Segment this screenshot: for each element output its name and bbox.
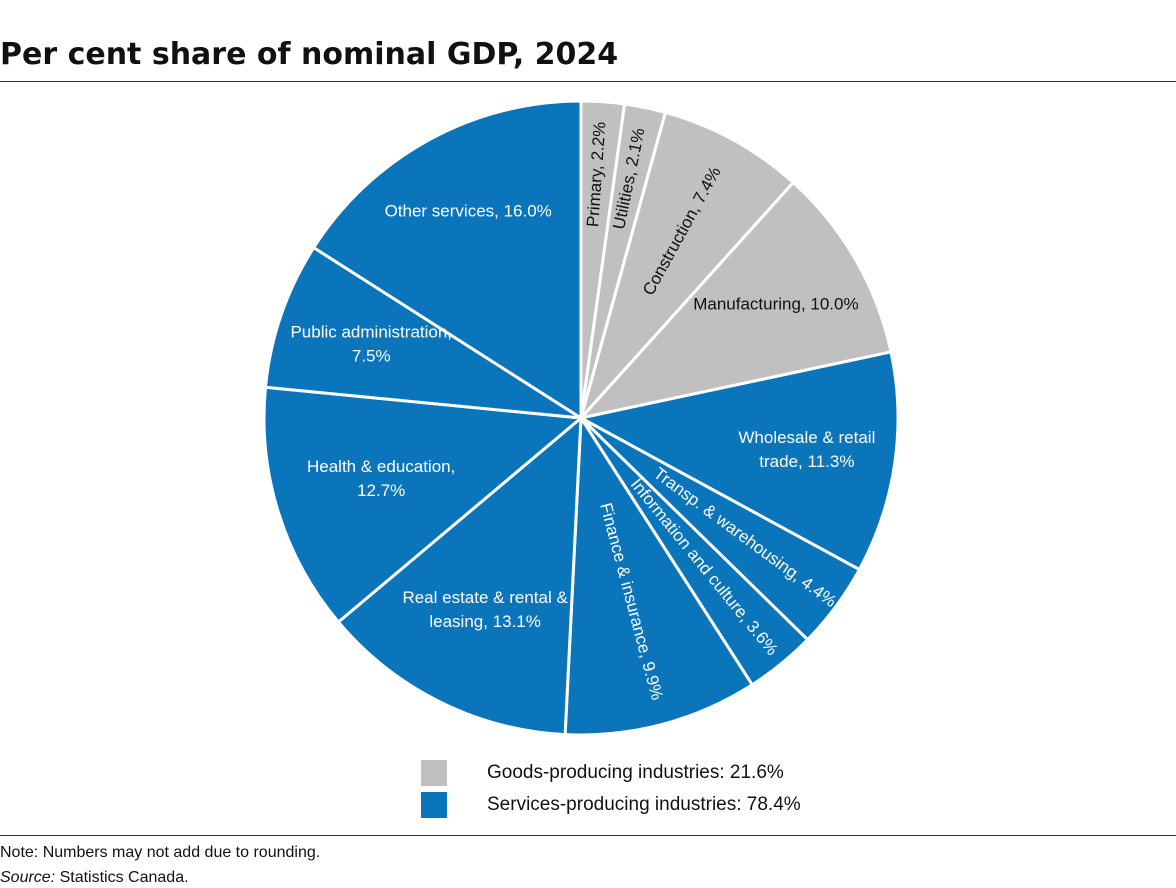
source-text: Statistics Canada.	[60, 869, 189, 886]
slice-label-line: leasing, 13.1%	[429, 613, 541, 632]
pie-slice	[263, 246, 583, 420]
slice-label-line: Real estate & rental &	[402, 589, 568, 608]
pie-slice	[262, 385, 583, 624]
slice-label-line: trade, 11.3%	[759, 452, 854, 471]
note: Note: Numbers may not add due to roundin…	[0, 844, 320, 861]
pie-slice	[336, 416, 583, 737]
legend-text: Goods-producing industries: 21.6%	[487, 762, 784, 783]
slices	[262, 99, 900, 737]
slice-label-line: Wholesale & retail	[738, 428, 875, 447]
source-label: Source:	[0, 869, 55, 886]
pie-slice	[579, 110, 795, 420]
slice-label-line: 7.5%	[352, 347, 391, 366]
pie-slice	[563, 416, 754, 737]
slice-label: Health & education, 12.7%	[307, 458, 455, 501]
slice-label-line: Manufacturing, 10.0%	[693, 295, 858, 314]
slice-label: Public administration, 7.5%	[290, 323, 452, 366]
pie-slice	[579, 350, 900, 572]
slice-label: Wholesale & retail trade, 11.3%	[738, 428, 875, 471]
legend-text: Services-producing industries: 78.4%	[487, 794, 801, 815]
legend-swatch	[421, 792, 447, 818]
source: Source: Statistics Canada.	[0, 869, 189, 886]
slice-label-line: Health & education,	[307, 458, 455, 477]
chart-title: Per cent share of nominal GDP, 2024	[0, 37, 618, 72]
slice-label: Real estate & rental & leasing, 13.1%	[402, 589, 568, 632]
slice-label: Other services, 16.0%	[385, 202, 552, 221]
pie-slice	[312, 99, 583, 420]
pie-slice	[579, 181, 893, 420]
slice-label-line: Other services, 16.0%	[385, 202, 552, 221]
slice-label: Manufacturing, 10.0%	[693, 295, 858, 314]
legend-swatch	[421, 760, 447, 786]
slice-label-line: Public administration,	[290, 323, 452, 342]
slice-label-line: 12.7%	[357, 482, 405, 501]
